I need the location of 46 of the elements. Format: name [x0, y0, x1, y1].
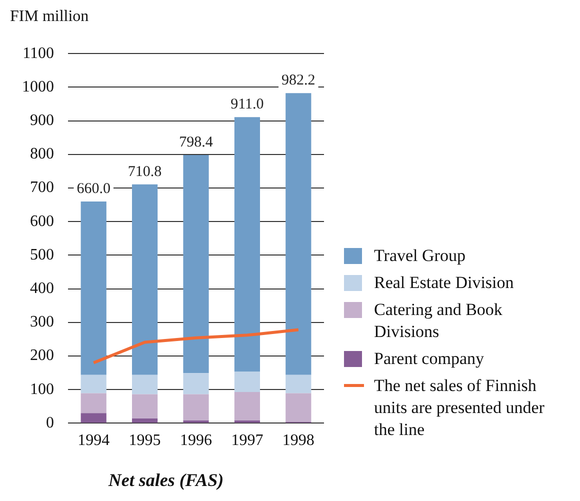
y-tick-label: 500	[30, 246, 54, 264]
y-tick-label: 0	[46, 414, 54, 432]
legend-label: Parent company	[374, 348, 484, 370]
y-tick-label: 600	[30, 212, 54, 230]
x-tick-label: 1997	[231, 432, 264, 450]
y-tick-label: 700	[30, 179, 54, 196]
legend-label: The net sales of Finnish units are presented under the line	[374, 374, 546, 440]
bar	[234, 392, 260, 421]
y-tick-label: 800	[30, 146, 54, 163]
x-tick-label: 1994	[78, 432, 110, 450]
bar	[132, 374, 158, 394]
bar	[132, 184, 158, 375]
bar	[183, 373, 209, 394]
legend-label: Catering and Book Divisions	[374, 298, 504, 342]
text: Net sales (FAS)	[107, 470, 224, 490]
y-tick-label: 1000	[22, 78, 54, 96]
legend-label: Real Estate Division	[374, 272, 514, 294]
bar	[80, 201, 106, 375]
bar	[80, 393, 106, 414]
y-axis-title: FIM million	[10, 8, 90, 27]
bar	[286, 93, 312, 375]
bar	[234, 117, 260, 372]
y-tick-label: 100	[30, 380, 54, 398]
total-label: 911.0	[230, 96, 264, 113]
x-tick-label: 1998	[282, 432, 314, 450]
y-tick-label: 900	[30, 112, 54, 130]
y-tick-label: 200	[30, 347, 54, 364]
bar	[286, 374, 312, 394]
y-tick-label: 400	[30, 280, 54, 298]
bar	[286, 393, 312, 422]
bar	[132, 394, 158, 418]
legend-label: Travel Group	[374, 244, 466, 266]
total-label: 982.2	[282, 72, 316, 89]
x-tick-label: 1995	[128, 432, 161, 450]
total-label: 660.0	[76, 180, 110, 197]
bar	[80, 413, 106, 423]
total-label: 710.8	[128, 164, 162, 180]
bar	[183, 154, 209, 374]
bar	[234, 372, 260, 392]
bar	[183, 394, 209, 421]
x-tick-label: 1996	[180, 432, 212, 450]
y-tick-label: 300	[30, 314, 54, 331]
bar	[80, 374, 106, 394]
bar	[132, 418, 158, 423]
y-tick-label: 1100	[22, 44, 54, 62]
total-label: 798.4	[179, 134, 214, 150]
